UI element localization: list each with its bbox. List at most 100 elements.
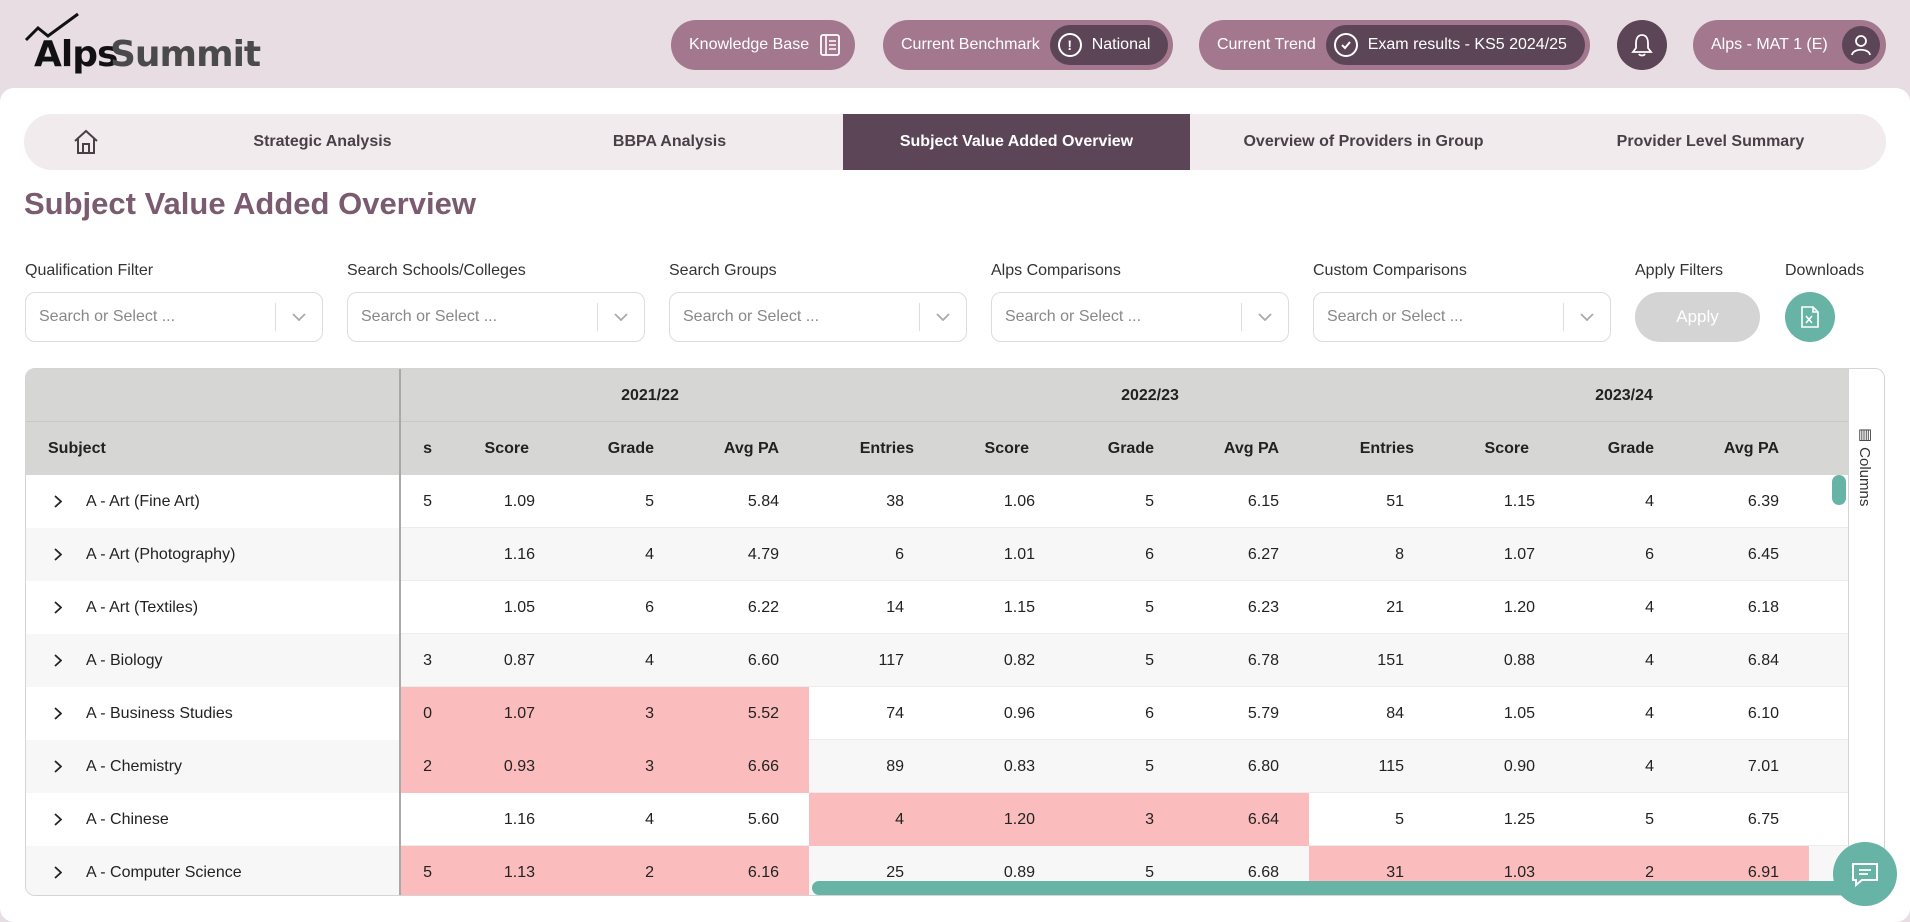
schools-filter: Search Schools/Colleges Search or Select… — [347, 262, 645, 342]
table-cell: 6.78 — [1247, 651, 1279, 669]
pinned-column-divider[interactable] — [399, 369, 401, 895]
table-row[interactable]: A - Business Studies 0 1.07 3 5.52 74 0.96 6 5.7… — [26, 687, 1848, 740]
table-cell: 3 — [1059, 793, 1184, 846]
user-menu[interactable]: Alps - MAT 1 (E) — [1693, 20, 1886, 70]
table-cell: 1.09 — [503, 492, 535, 510]
column-header-avg-pa[interactable]: Avg PA — [723, 439, 779, 457]
subject-name: A - Business Studies — [86, 704, 233, 722]
chevron-right-icon[interactable] — [48, 866, 68, 879]
table-cell: 6.75 — [1747, 810, 1779, 828]
notifications-button[interactable] — [1617, 20, 1667, 70]
table-cell: 4 — [645, 810, 654, 828]
columns-panel-toggle[interactable]: ▥ Columns — [1848, 369, 1884, 895]
chevron-right-icon[interactable] — [48, 760, 68, 773]
trend-line-icon — [24, 12, 79, 42]
schools-filter-select[interactable]: Search or Select ... — [347, 292, 645, 342]
entries-header-partial[interactable]: s — [400, 422, 434, 475]
table-row[interactable]: A - Art (Textiles) 1.05 6 6.22 14 1.15 5 6.23 21… — [26, 581, 1848, 634]
subject-name: A - Art (Photography) — [86, 545, 236, 563]
column-header-grade[interactable]: Grade — [607, 439, 654, 457]
table-cell: 1.15 — [1503, 492, 1535, 510]
table-cell: 5 — [1145, 598, 1154, 616]
table-cell: 25 — [886, 863, 904, 881]
top-header: Alps Summit Knowledge Base Current Bench… — [0, 0, 1910, 88]
table-row[interactable]: A - Art (Photography) 1.16 4 4.79 6 1.01 6 6.27… — [26, 528, 1848, 581]
tab-subject-value-added-overview[interactable]: Subject Value Added Overview — [843, 114, 1190, 170]
subject-cell: A - Business Studies — [26, 687, 400, 740]
table-cell: 6.64 — [1184, 793, 1309, 846]
subject-cell: A - Biology — [26, 634, 400, 687]
table-cell: 1.20 — [934, 793, 1059, 846]
table-cell: 5 — [1145, 863, 1154, 881]
column-header-score[interactable]: Score — [484, 439, 529, 457]
tab-provider-level-summary[interactable]: Provider Level Summary — [1616, 133, 1805, 150]
subject-name: A - Chinese — [86, 810, 169, 828]
chevron-right-icon[interactable] — [48, 654, 68, 667]
apply-filters-label: Apply Filters — [1635, 262, 1724, 279]
chevron-right-icon[interactable] — [48, 707, 68, 720]
chevron-right-icon[interactable] — [48, 495, 68, 508]
table-row[interactable]: A - Art (Fine Art) 5 1.09 5 5.84 38 1.06 5 6.15 5… — [26, 475, 1848, 528]
chat-button[interactable] — [1833, 842, 1897, 906]
apply-button[interactable]: Apply — [1635, 292, 1760, 342]
table-cell: 1.16 — [503, 545, 535, 563]
select-separator — [597, 303, 598, 331]
tab-overview-of-providers[interactable]: Overview of Providers in Group — [1243, 133, 1484, 150]
column-header-score[interactable]: Score — [1484, 439, 1529, 457]
trend-selector[interactable]: Current Trend Exam results - KS5 2024/25 — [1199, 20, 1590, 70]
benchmark-value-chip[interactable]: ! National — [1049, 25, 1169, 65]
chevron-right-icon[interactable] — [48, 601, 68, 614]
groups-filter-select[interactable]: Search or Select ... — [669, 292, 967, 342]
qualification-filter-select[interactable]: Search or Select ... — [25, 292, 323, 342]
alps-comparisons-select[interactable]: Search or Select ... — [991, 292, 1289, 342]
tab-strategic-analysis[interactable]: Strategic Analysis — [253, 133, 392, 150]
knowledge-base-button[interactable]: Knowledge Base — [671, 20, 856, 70]
chevron-down-icon[interactable] — [598, 313, 644, 321]
logo-alps-text: Alps — [34, 34, 118, 75]
columns-toggle-label: ▥ Columns — [1855, 425, 1873, 506]
horizontal-scrollbar[interactable] — [812, 881, 1848, 895]
chevron-down-icon[interactable] — [276, 313, 322, 321]
column-header-grade[interactable]: Grade — [1107, 439, 1154, 457]
benchmark-selector[interactable]: Current Benchmark ! National — [883, 20, 1174, 70]
downloads: Downloads — [1785, 262, 1864, 342]
custom-comparisons-select[interactable]: Search or Select ... — [1313, 292, 1611, 342]
trend-value-chip[interactable]: Exam results - KS5 2024/25 — [1325, 25, 1585, 65]
excel-download-button[interactable] — [1785, 292, 1835, 342]
table-cell: 5 — [645, 492, 654, 510]
tab-bbpa-analysis[interactable]: BBPA Analysis — [612, 133, 727, 150]
home-tab[interactable] — [72, 129, 100, 155]
subject-column-header[interactable]: Subject — [48, 439, 106, 457]
table-cell: 0.93 — [434, 740, 559, 793]
table-cell: 1.07 — [1503, 545, 1535, 563]
table-cell: 6.80 — [1247, 757, 1279, 775]
chevron-down-icon[interactable] — [1242, 313, 1288, 321]
table-row[interactable]: A - Chemistry 2 0.93 3 6.66 89 0.83 5 6.80 115 0.9… — [26, 740, 1848, 793]
column-header-grade[interactable]: Grade — [1607, 439, 1654, 457]
column-header-entries[interactable]: Entries — [1359, 439, 1414, 457]
downloads-label: Downloads — [1785, 262, 1865, 279]
chevron-right-icon[interactable] — [48, 813, 68, 826]
home-icon — [74, 129, 98, 154]
vertical-scrollbar[interactable] — [1832, 475, 1846, 505]
chevron-down-icon[interactable] — [920, 313, 966, 321]
table-row[interactable]: A - Chinese 1.16 4 5.60 4 1.20 3 6.64 5 1.25 5 6.75 — [26, 793, 1848, 846]
custom-comparisons-label: Custom Comparisons — [1313, 262, 1467, 279]
table-cell: 1.05 — [1503, 704, 1535, 722]
table-cell: 1.07 — [434, 687, 559, 740]
table-cell: 6 — [1145, 704, 1154, 722]
table-cell: 5 — [1395, 810, 1404, 828]
entries-cell-partial — [400, 528, 434, 581]
column-header-avg-pa[interactable]: Avg PA — [1223, 439, 1279, 457]
table-cell: 6 — [645, 598, 654, 616]
column-header-entries[interactable]: Entries — [859, 439, 914, 457]
table-grid: 2021/22 2022/23 2023/24 Subject s Score G… — [26, 369, 1848, 895]
column-header-avg-pa[interactable]: Avg PA — [1723, 439, 1779, 457]
column-header-score[interactable]: Score — [984, 439, 1029, 457]
chevron-down-icon[interactable] — [1564, 313, 1610, 321]
year-header-2021-22: 2021/22 — [621, 386, 679, 404]
chevron-right-icon[interactable] — [48, 548, 68, 561]
alps-summit-logo[interactable]: Alps Summit — [24, 12, 264, 76]
table-cell: 6.68 — [1247, 863, 1279, 881]
table-row[interactable]: A - Biology 3 0.87 4 6.60 117 0.82 5 6.78 151 0.88… — [26, 634, 1848, 687]
